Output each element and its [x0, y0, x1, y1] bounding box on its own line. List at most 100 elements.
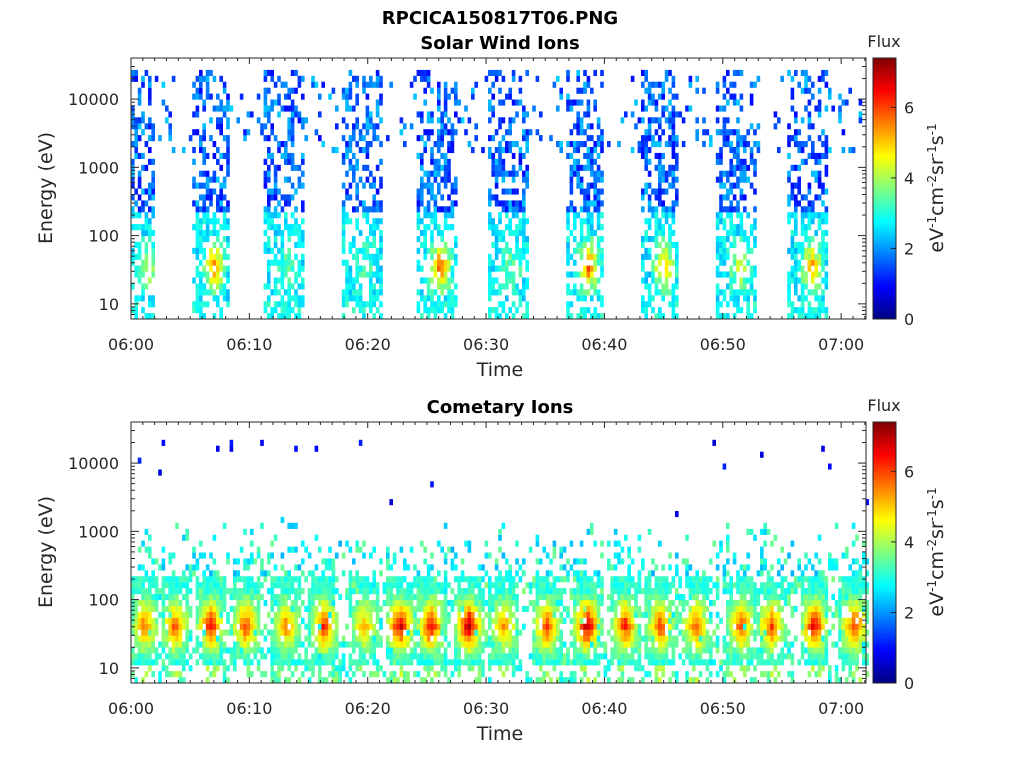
- spectrogram-cell: [596, 141, 601, 148]
- spectrogram-cell: [501, 522, 506, 529]
- spectrogram-cell: [267, 295, 271, 302]
- spectrogram-cell: [131, 69, 135, 76]
- spectrogram-cell: [301, 265, 305, 272]
- spectrogram-cell: [596, 236, 601, 243]
- spectrogram-cell: [314, 445, 319, 452]
- spectrogram-cell: [141, 611, 145, 618]
- spectrogram-cell: [613, 635, 618, 642]
- spectrogram-cell: [569, 164, 574, 171]
- spectrogram-cell: [426, 247, 431, 254]
- spectrogram-cell: [671, 241, 676, 248]
- spectrogram-cell: [654, 277, 659, 284]
- spectrogram-cell: [243, 576, 247, 583]
- spectrogram-cell: [358, 176, 363, 183]
- spectrogram-cell: [576, 623, 580, 630]
- spectrogram-cell: [171, 588, 176, 595]
- spectrogram-cell: [508, 230, 512, 237]
- spectrogram-cell: [454, 129, 458, 136]
- spectrogram-cell: [250, 576, 254, 583]
- spectrogram-cell: [790, 182, 795, 189]
- spectrogram-cell: [297, 236, 302, 243]
- spectrogram-cell: [549, 659, 553, 666]
- spectrogram-cell: [375, 629, 380, 636]
- spectrogram-cell: [722, 218, 727, 225]
- spectrogram-cell: [148, 75, 152, 82]
- spectrogram-cell: [416, 206, 421, 213]
- spectrogram-cell: [586, 158, 591, 165]
- spectrogram-cell: [192, 147, 196, 154]
- spectrogram-cell: [661, 111, 665, 118]
- spectrogram-cell: [515, 283, 519, 290]
- spectrogram-cell: [375, 594, 380, 601]
- spectrogram-cell: [372, 546, 376, 553]
- spectrogram-cell: [794, 182, 798, 189]
- spectrogram-cell: [205, 600, 210, 607]
- spectrogram-cell: [511, 289, 516, 296]
- spectrogram-cell: [824, 230, 829, 237]
- spectrogram-cell: [287, 570, 291, 577]
- spectrogram-cell: [148, 194, 152, 201]
- spectrogram-cell: [389, 659, 393, 666]
- spectrogram-cell: [301, 218, 305, 225]
- spectrogram-cell: [226, 629, 230, 636]
- spectrogram-cell: [583, 647, 587, 654]
- spectrogram-cell: [369, 605, 373, 612]
- spectrogram-cell: [420, 265, 424, 272]
- spectrogram-cell: [205, 576, 210, 583]
- spectrogram-cell: [613, 629, 618, 636]
- spectrogram-cell: [658, 158, 662, 165]
- colorbar-segment: [873, 298, 896, 302]
- spectrogram-cell: [661, 224, 665, 231]
- spectrogram-cell: [375, 295, 380, 302]
- spectrogram-cell: [794, 271, 798, 278]
- spectrogram-cell: [851, 147, 856, 154]
- colorbar-segment: [873, 245, 896, 249]
- colorbar-segment: [873, 63, 896, 67]
- spectrogram-cell: [284, 653, 288, 660]
- spectrogram-cell: [144, 164, 149, 171]
- spectrogram-cell: [664, 271, 669, 278]
- colorbar-segment: [873, 282, 896, 286]
- spectrogram-cell: [290, 230, 295, 237]
- spectrogram-cell: [229, 445, 234, 452]
- spectrogram-cell: [413, 617, 417, 624]
- spectrogram-cell: [661, 87, 665, 94]
- spectrogram-cell: [358, 247, 363, 254]
- spectrogram-cell: [212, 635, 217, 642]
- spectrogram-cell: [284, 677, 288, 684]
- spectrogram-cell: [297, 224, 302, 231]
- spectrogram-cell: [199, 605, 203, 612]
- spectrogram-cell: [573, 611, 577, 618]
- spectrogram-cell: [596, 623, 601, 630]
- spectrogram-cell: [800, 158, 805, 165]
- spectrogram-cell: [600, 629, 604, 636]
- spectrogram-cell: [596, 611, 601, 618]
- spectrogram-cell: [454, 295, 458, 302]
- spectrogram-cell: [131, 659, 135, 666]
- spectrogram-cell: [250, 588, 254, 595]
- spectrogram-cell: [151, 182, 155, 189]
- spectrogram-cell: [749, 277, 754, 284]
- spectrogram-cell: [484, 641, 489, 648]
- spectrogram-cell: [260, 647, 264, 654]
- spectrogram-cell: [508, 147, 512, 154]
- spectrogram-cell: [188, 605, 193, 612]
- spectrogram-cell: [671, 283, 676, 290]
- spectrogram-cell: [443, 212, 448, 219]
- spectrogram-cell: [613, 623, 618, 630]
- spectrogram-cell: [583, 141, 587, 148]
- spectrogram-cell: [290, 647, 295, 654]
- spectrogram-cell: [406, 635, 410, 642]
- spectrogram-cell: [559, 147, 563, 154]
- spectrogram-cell: [307, 659, 312, 666]
- spectrogram-cell: [477, 605, 482, 612]
- spectrogram-cell: [355, 75, 359, 82]
- spectrogram-cell: [250, 611, 254, 618]
- spectrogram-cell: [182, 647, 186, 654]
- spectrogram-cell: [848, 87, 852, 94]
- spectrogram-cell: [284, 105, 288, 112]
- spectrogram-cell: [345, 265, 349, 272]
- spectrogram-cell: [743, 289, 747, 296]
- spectrogram-cell: [233, 629, 237, 636]
- spectrogram-cell: [613, 647, 618, 654]
